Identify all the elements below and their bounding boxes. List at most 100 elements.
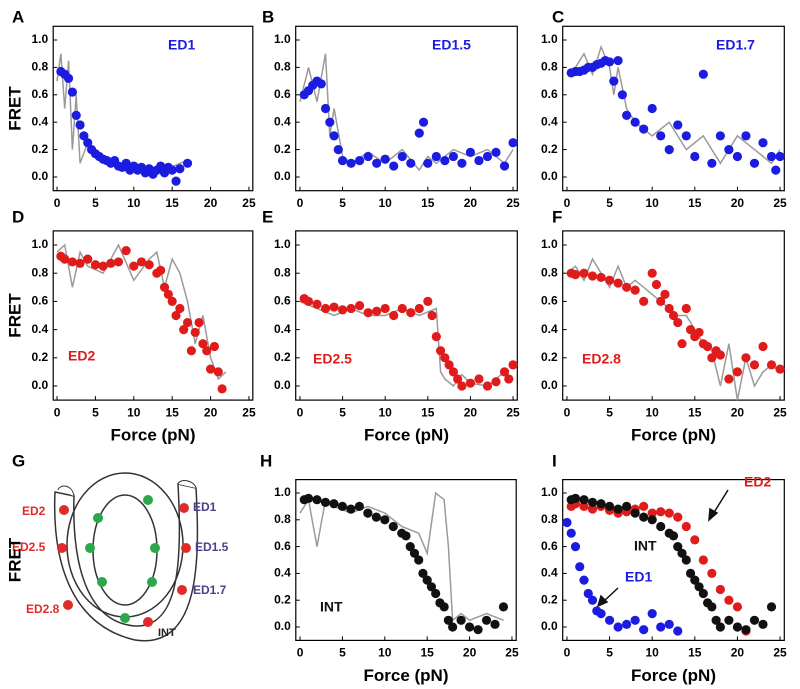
point [205, 364, 216, 374]
point [685, 568, 696, 579]
series-label: ED2.5 [313, 351, 352, 367]
point [766, 360, 777, 370]
point [448, 622, 458, 632]
y-tick-label: 1.0 [541, 32, 558, 46]
x-tick-label: 10 [127, 405, 141, 419]
point [198, 339, 208, 349]
y-tick-label: 1.0 [274, 32, 291, 46]
y-tick-label: 1.0 [274, 237, 291, 251]
point [209, 341, 220, 352]
x-tick-label: 15 [688, 405, 702, 419]
point [656, 622, 666, 632]
y-tick-label: 0.0 [541, 169, 558, 183]
plot-frame [562, 479, 785, 642]
point [622, 501, 632, 511]
point [453, 374, 463, 384]
y-tick-label: 0.2 [32, 350, 49, 364]
arrow [712, 489, 729, 515]
x-tick-label: 0 [564, 196, 571, 210]
point [60, 254, 70, 264]
point [724, 374, 734, 384]
point [113, 257, 124, 267]
x-tick-label: 20 [731, 196, 745, 210]
point [715, 584, 725, 595]
diagram-g: G ED2 ED2.5 ED2.8 ED1 ED1.5 ED1.7 INT [12, 451, 229, 642]
point [499, 161, 510, 171]
point [604, 275, 615, 285]
point [715, 350, 725, 360]
point [673, 120, 683, 130]
x-tick-label: 0 [564, 405, 571, 419]
point [448, 151, 458, 162]
point [456, 615, 466, 625]
x-tick-label: 0 [54, 405, 61, 419]
y-tick-label: 0.6 [274, 294, 291, 308]
point [431, 588, 441, 599]
point [596, 272, 606, 283]
point [427, 310, 437, 321]
x-tick-label: 5 [339, 405, 346, 419]
point [440, 353, 450, 363]
series-label: INT [634, 538, 657, 554]
point [397, 151, 407, 162]
point [775, 151, 785, 162]
point [144, 260, 154, 270]
point [75, 120, 85, 130]
point [90, 260, 101, 270]
x-tick-label: 20 [463, 646, 477, 660]
point [190, 327, 200, 338]
y-tick-label: 1.0 [541, 485, 558, 499]
point [465, 147, 476, 157]
point [622, 619, 632, 629]
y-tick-label: 0.6 [32, 294, 49, 308]
plot-frame [295, 25, 518, 192]
site-label: INT [158, 627, 176, 639]
point [656, 131, 666, 141]
point [464, 622, 475, 632]
point [741, 131, 751, 141]
point [423, 158, 433, 168]
x-tick-label: 10 [646, 196, 660, 210]
point [775, 364, 785, 374]
x-tick-label: 0 [297, 196, 304, 210]
point [473, 625, 483, 635]
point [613, 622, 623, 632]
y-tick-label: 0.0 [32, 378, 49, 392]
point [167, 165, 177, 175]
point [303, 296, 314, 306]
dot [63, 600, 73, 610]
y-tick-label: 0.0 [274, 619, 291, 633]
point [346, 504, 356, 514]
x-tick-label: 5 [339, 646, 346, 660]
point [213, 367, 223, 377]
y-tick-label: 0.8 [274, 512, 291, 526]
point [609, 76, 619, 86]
point [414, 303, 424, 314]
point [129, 261, 139, 271]
point [337, 305, 348, 315]
point [698, 69, 708, 79]
y-tick-label: 0.0 [541, 378, 558, 392]
y-axis-label: FRET [5, 293, 24, 338]
point [690, 535, 700, 545]
point [604, 501, 615, 511]
y-tick-label: 0.2 [541, 350, 558, 364]
point [121, 246, 131, 256]
point [325, 117, 335, 127]
site-label: ED2.5 [12, 540, 46, 554]
x-tick-label: 25 [242, 196, 256, 210]
point [156, 161, 166, 171]
point [320, 303, 331, 314]
x-axis-label: Force (pN) [364, 426, 449, 445]
point [673, 317, 683, 328]
panel: A 0.0 0.2 0.4 0.6 0.8 1.0 0 5 10 15 20 25 FRET ED1 [5, 7, 255, 209]
point [508, 360, 518, 370]
point [711, 615, 721, 625]
x-tick-label: 10 [646, 405, 660, 419]
y-tick-label: 0.2 [274, 592, 291, 606]
x-tick-label: 20 [464, 196, 478, 210]
y-tick-label: 0.4 [32, 322, 49, 336]
site-label: ED1 [193, 500, 217, 514]
x-tick-label: 25 [242, 405, 256, 419]
point [423, 296, 433, 306]
